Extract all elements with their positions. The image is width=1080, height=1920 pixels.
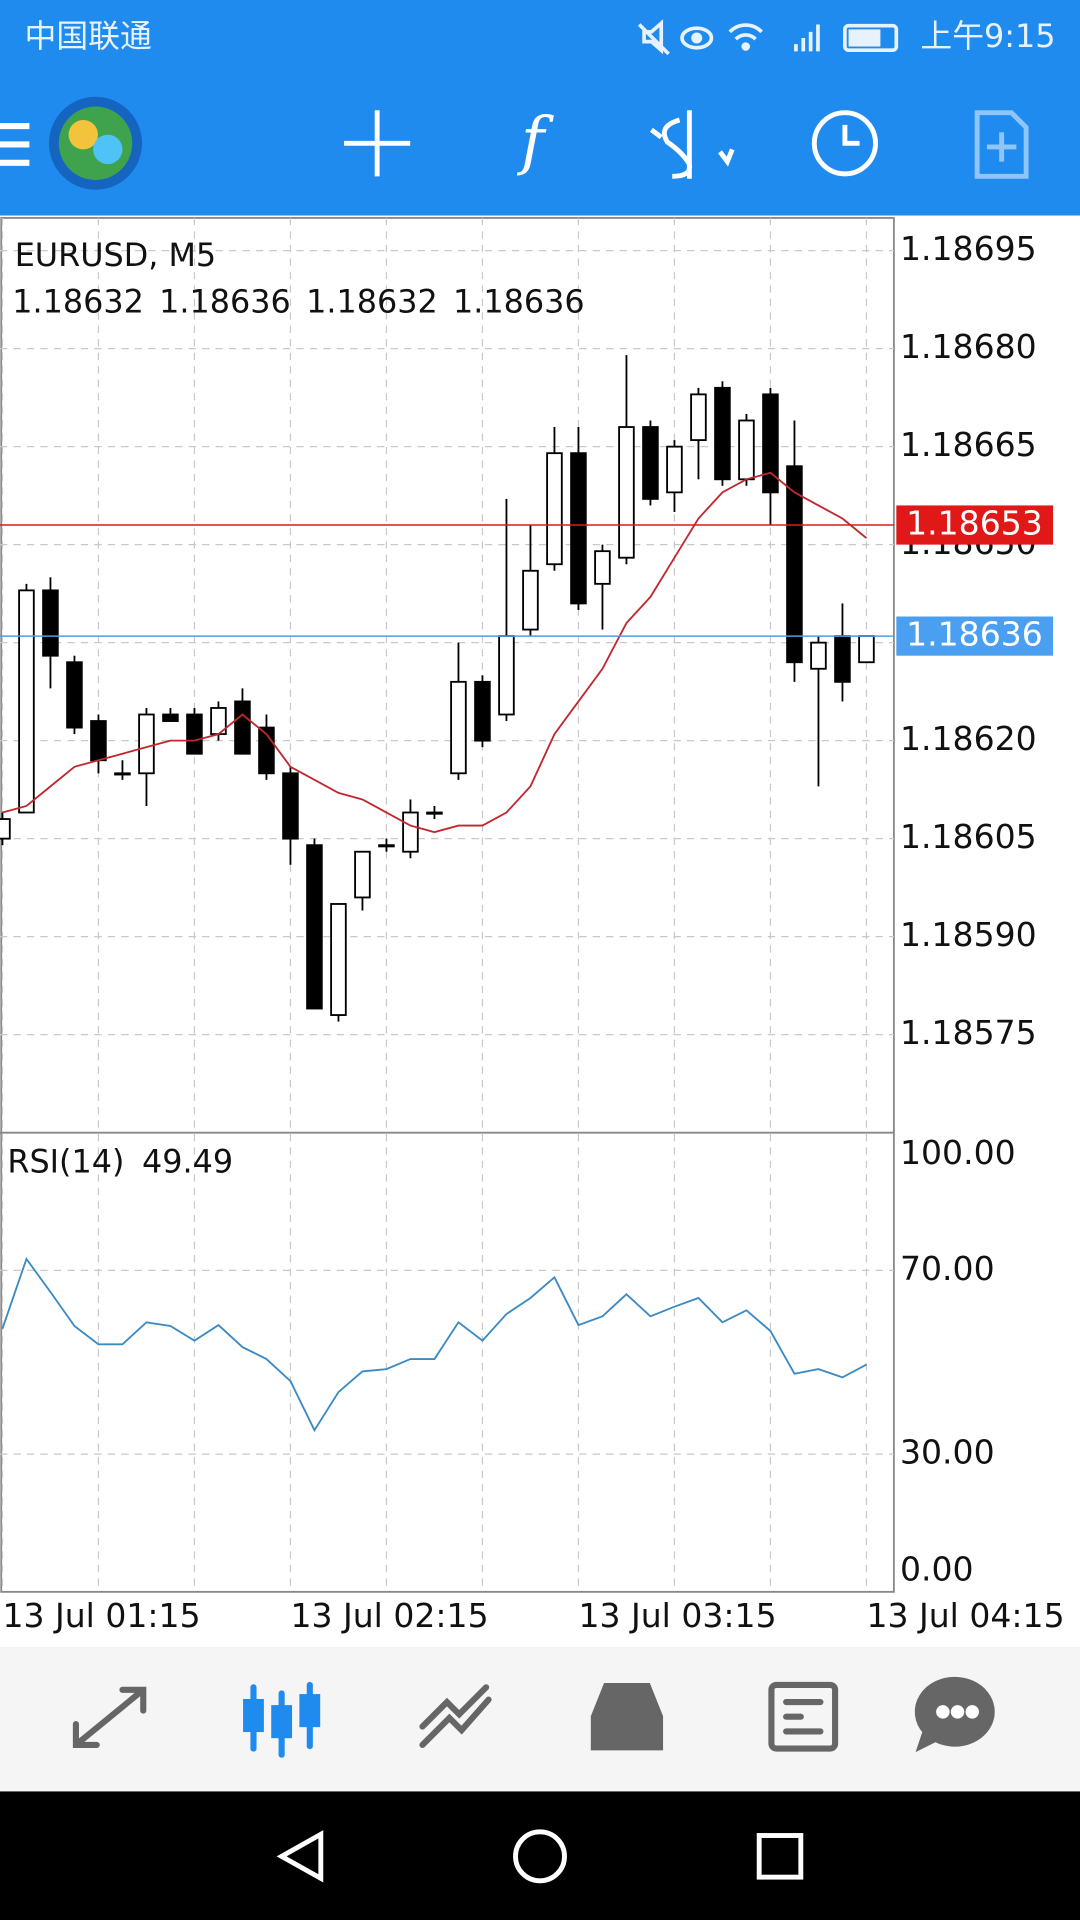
grid xyxy=(0,217,894,1592)
period-button[interactable] xyxy=(811,110,878,177)
readout-high: 1.18636 xyxy=(159,283,291,321)
candle-body xyxy=(642,426,659,500)
y-tick-label: 30.00 xyxy=(900,1433,995,1472)
home-button[interactable] xyxy=(513,1829,567,1884)
y-tick-label: 100.00 xyxy=(900,1133,1016,1172)
candle-body xyxy=(666,445,683,494)
candle-body xyxy=(426,811,443,815)
news-tab[interactable] xyxy=(768,1681,839,1752)
candle-body xyxy=(738,419,755,481)
y-tick-label: 1.18590 xyxy=(900,915,1037,954)
candle-body xyxy=(690,393,707,442)
y-tick-label: 70.00 xyxy=(900,1249,995,1288)
quotes-tab[interactable] xyxy=(72,1686,147,1748)
candle-body xyxy=(114,772,131,776)
moving-average xyxy=(2,471,868,834)
candle-body xyxy=(474,680,491,742)
clock: 上午9:15 xyxy=(920,17,1055,55)
rsi-line xyxy=(1,1256,867,1433)
history-tab[interactable] xyxy=(590,1683,664,1751)
chart-tab[interactable] xyxy=(243,1681,321,1758)
price-badge xyxy=(896,505,1054,545)
candle-body xyxy=(18,589,35,814)
symbol-label: EURUSD, M5 xyxy=(15,236,216,274)
y-tick-label: 1.18695 xyxy=(900,229,1037,268)
candle-body xyxy=(810,641,827,670)
candle-body xyxy=(42,589,59,657)
bottom-nav xyxy=(0,1646,1080,1792)
candle-body xyxy=(402,811,419,853)
price-panel: 1.186951.186801.186651.186501.186351.186… xyxy=(0,229,1054,1052)
x-tick-label: 13 Jul 01:15 xyxy=(2,1596,200,1635)
trade-button[interactable] xyxy=(649,110,735,179)
candle-body xyxy=(0,818,11,840)
chat-tab[interactable] xyxy=(914,1676,995,1753)
candle-body xyxy=(786,465,803,664)
candle-body xyxy=(714,386,731,481)
candle-body xyxy=(330,903,347,1016)
y-tick-label: 1.18680 xyxy=(900,327,1037,366)
readout-close: 1.18636 xyxy=(453,283,585,321)
candle-body xyxy=(594,550,611,585)
candle-body xyxy=(186,713,203,755)
crosshair-button[interactable] xyxy=(344,110,411,177)
candle-body xyxy=(522,569,539,631)
status-icons xyxy=(637,19,899,56)
candle-body xyxy=(498,635,515,716)
candle-body xyxy=(546,452,563,566)
candle-body xyxy=(858,635,875,664)
trade-tab[interactable] xyxy=(419,1684,492,1748)
rsi-title: RSI(14) xyxy=(7,1142,124,1180)
candle-body xyxy=(354,850,371,899)
y-tick-label: 1.18605 xyxy=(900,817,1037,856)
candle-body xyxy=(618,426,635,559)
candle-body xyxy=(834,635,851,683)
candle-body xyxy=(762,393,779,494)
x-tick-label: 13 Jul 02:15 xyxy=(290,1596,488,1635)
candle-body xyxy=(450,680,467,775)
price-badge xyxy=(896,616,1054,656)
app-bar xyxy=(0,0,1080,216)
price-badge-label: 1.18636 xyxy=(906,615,1043,654)
back-button[interactable] xyxy=(276,1830,324,1883)
x-tick-label: 13 Jul 04:15 xyxy=(866,1596,1064,1635)
y-tick-label: 1.18665 xyxy=(900,425,1037,464)
menu-button[interactable] xyxy=(0,123,30,166)
candle-body xyxy=(570,452,587,605)
chart-area xyxy=(0,217,895,1593)
y-tick-label: 1.18620 xyxy=(900,719,1037,758)
candle-body xyxy=(306,844,323,1010)
new-order-button[interactable] xyxy=(974,110,1029,179)
y-tick-label: 0.00 xyxy=(900,1550,974,1589)
candle-body xyxy=(162,713,179,722)
recent-button[interactable] xyxy=(756,1833,804,1880)
candle-body xyxy=(378,844,395,848)
candle-body xyxy=(66,661,83,729)
carrier: 中国联通 xyxy=(24,17,151,55)
readout-low: 1.18632 xyxy=(306,283,438,321)
candle-body xyxy=(90,720,107,762)
price-badge-label: 1.18653 xyxy=(906,504,1043,543)
x-tick-label: 13 Jul 03:15 xyxy=(578,1596,776,1635)
candle-body xyxy=(234,700,251,755)
app-logo[interactable] xyxy=(48,96,143,190)
readout-open: 1.18632 xyxy=(12,283,144,321)
rsi-value: 49.49 xyxy=(142,1142,233,1180)
candle-body xyxy=(138,713,155,775)
system-nav xyxy=(0,1791,1080,1920)
rsi-panel: 100.00 70.00 30.00 0.00 xyxy=(1,1133,1016,1589)
y-tick-label: 1.18575 xyxy=(900,1013,1037,1052)
ohlc-readout: 1.18632 1.18636 1.18632 1.18636 xyxy=(12,283,584,321)
candle-body xyxy=(282,772,299,840)
